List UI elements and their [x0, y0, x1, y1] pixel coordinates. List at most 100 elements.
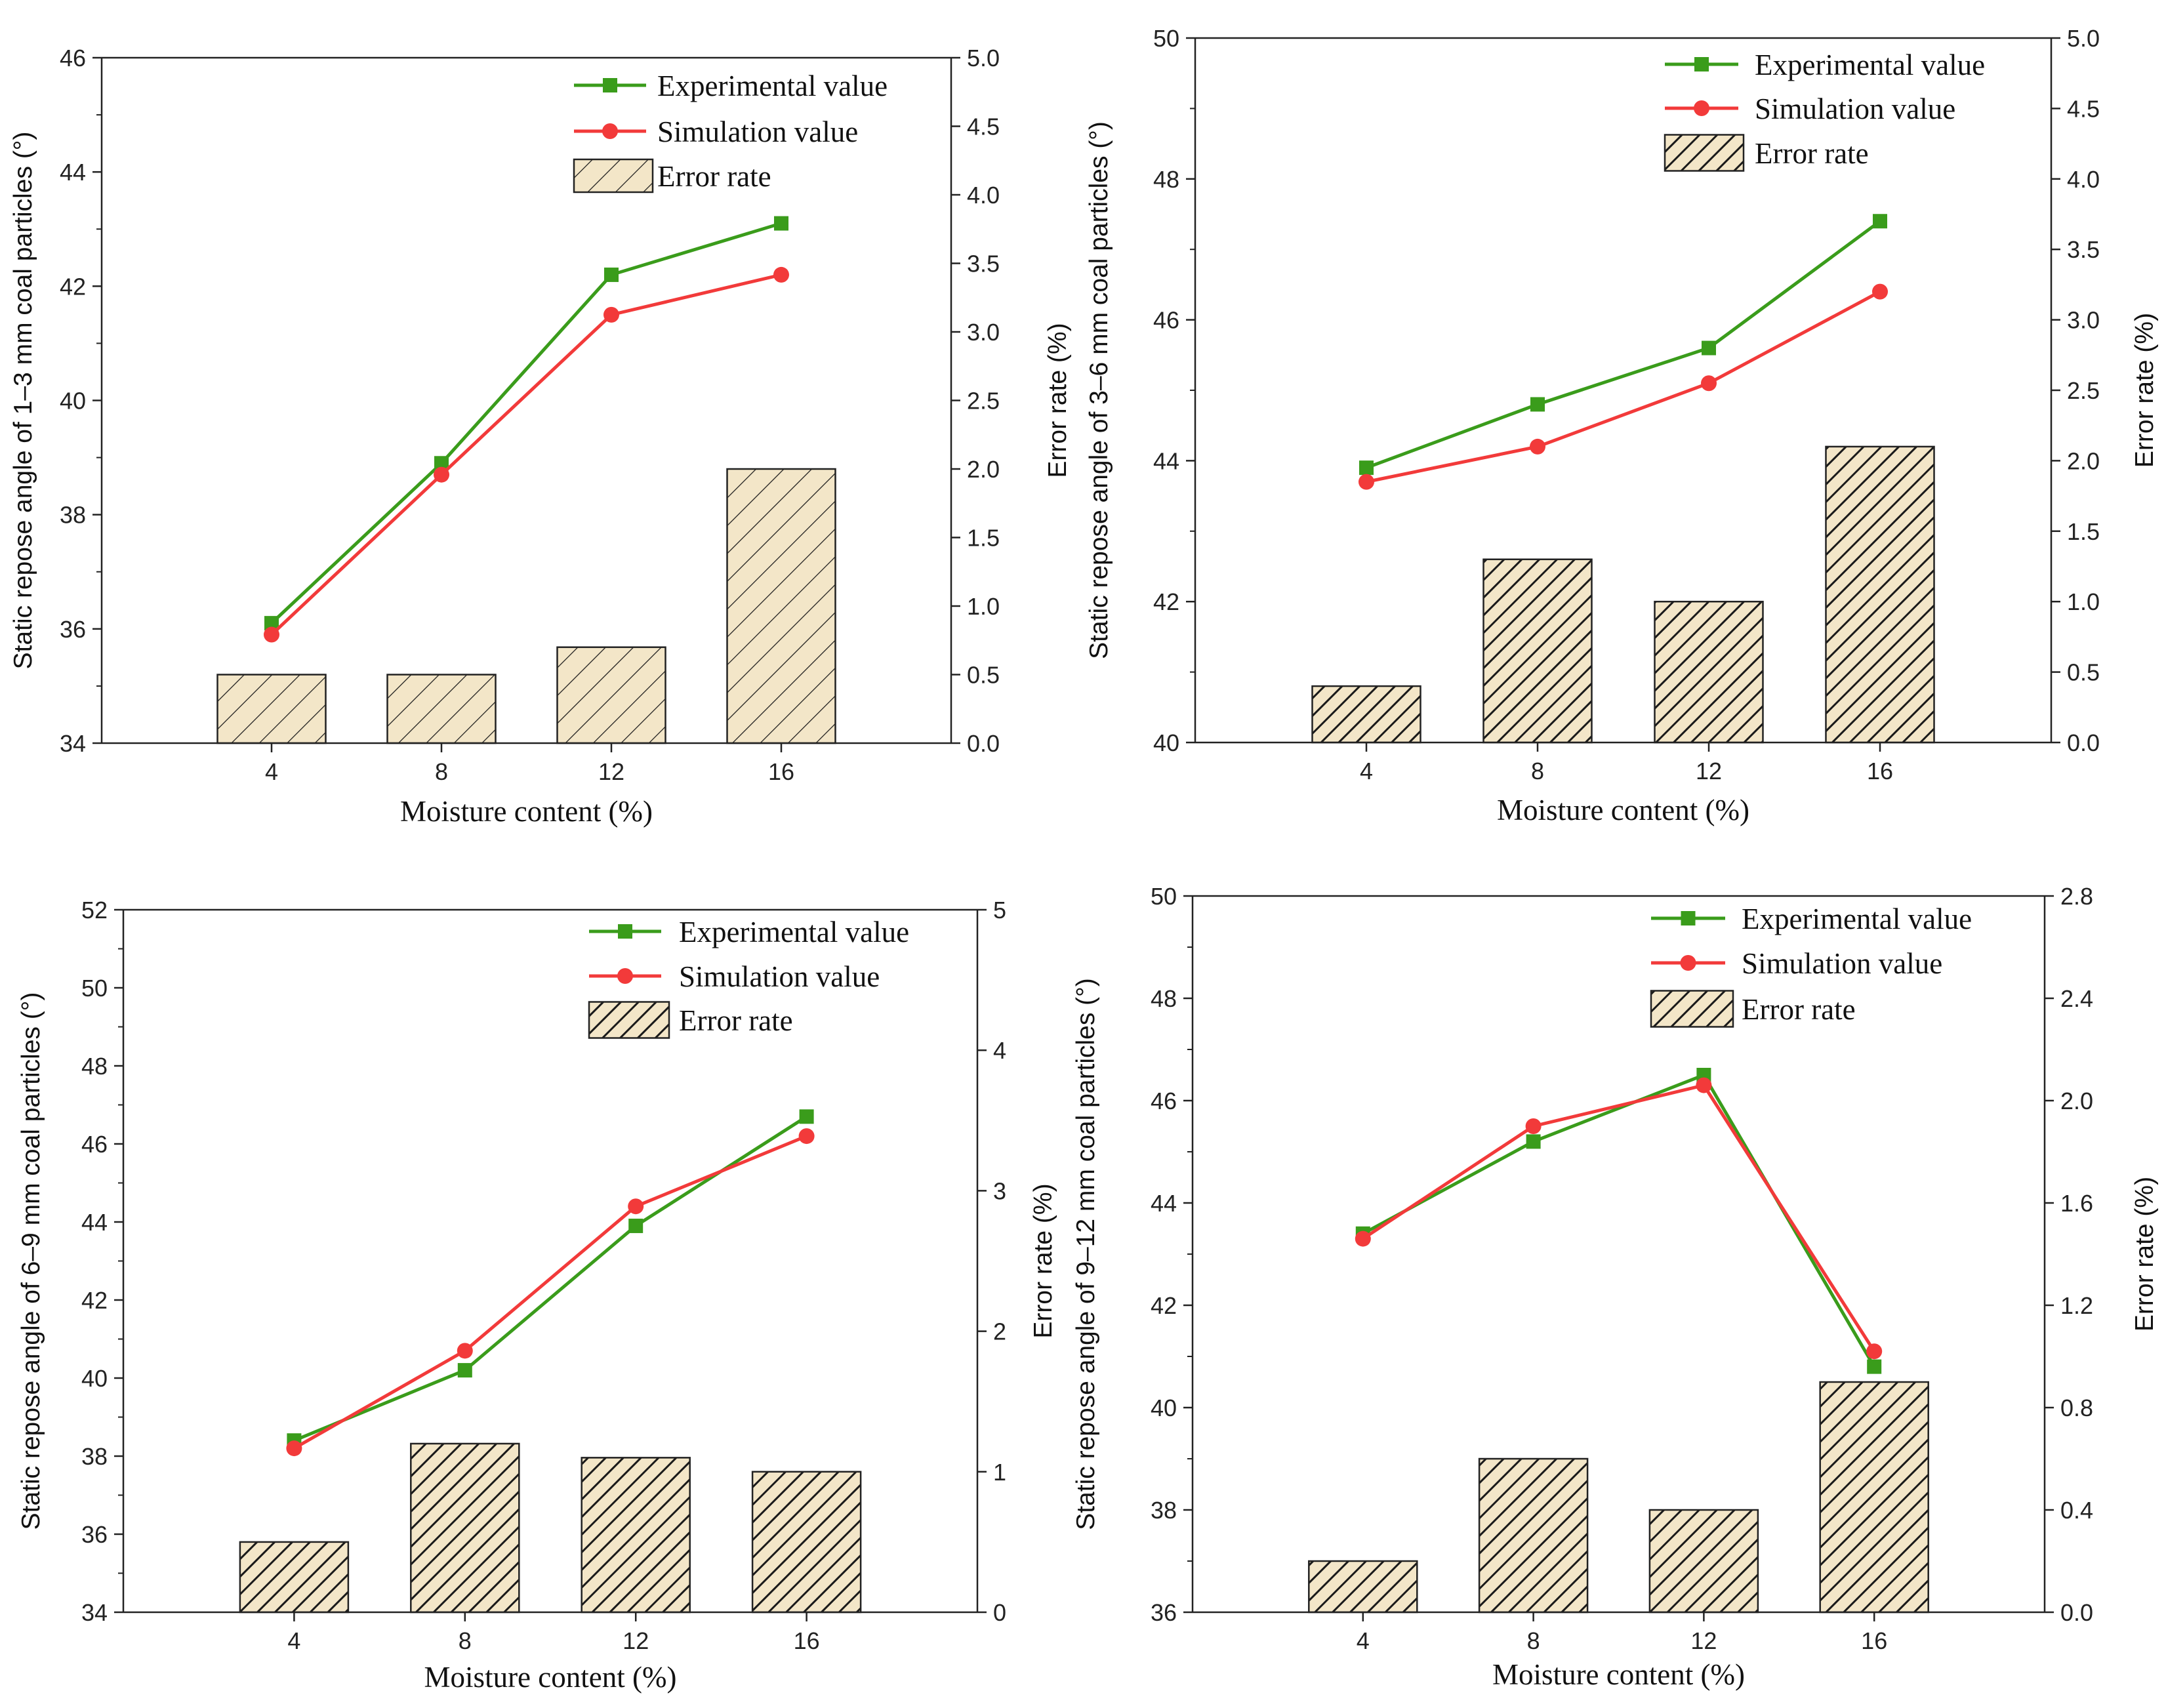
- experimental-value-point: [799, 1109, 814, 1124]
- y-axis-title: Static repose angle of 6–9 mm coal parti…: [17, 992, 45, 1530]
- y-tick-label: 44: [1151, 1190, 1177, 1217]
- error-rate-bar: [1819, 1381, 1929, 1614]
- y-tick-label: 48: [81, 1053, 108, 1080]
- y-tick-label: 44: [81, 1209, 108, 1236]
- y-tick-label: 40: [60, 388, 86, 415]
- error-rate-bar: [1654, 600, 1764, 744]
- legend-label: Error rate: [1742, 993, 1856, 1026]
- y-tick-label: 48: [1153, 166, 1179, 193]
- y-tick-label: 36: [60, 616, 86, 643]
- y2-tick-label: 1.6: [2060, 1190, 2093, 1217]
- x-tick-label: 4: [287, 1627, 300, 1654]
- y-axis-title: Static repose angle of 9–12 mm coal part…: [1072, 978, 1100, 1530]
- y2-tick-label: 2.0: [967, 456, 1000, 483]
- y2-tick-label: 2.4: [2060, 985, 2093, 1012]
- experimental-value-point: [264, 616, 279, 631]
- simulation-value-point: [457, 1343, 473, 1359]
- error-rate-bar: [726, 468, 836, 744]
- x-tick-label: 8: [459, 1627, 472, 1654]
- y2-tick-label: 1: [993, 1459, 1006, 1486]
- y2-tick-label: 0.5: [2067, 659, 2100, 686]
- y2-tick-label: 4.5: [2067, 95, 2100, 122]
- y2-tick-label: 1.2: [2060, 1292, 2093, 1319]
- legend: Experimental value Simulation value Error …: [1650, 903, 1972, 1028]
- x-tick-label: 8: [435, 758, 448, 785]
- y2-tick-label: 2.0: [2067, 447, 2100, 474]
- simulation-value-point: [1866, 1343, 1883, 1360]
- legend-circle-marker: [1680, 955, 1696, 971]
- y-tick-label: 46: [1151, 1088, 1177, 1114]
- y2-tick-label: 3.0: [2067, 307, 2100, 334]
- y-tick-label: 34: [81, 1599, 108, 1626]
- simulation-value-point: [434, 466, 449, 483]
- error-rate-bar: [216, 674, 327, 744]
- y2-axis-title: Error rate (%): [2131, 313, 2159, 468]
- chart-panel-top-left: 34 36 38 40 42 44 46 0.0 0.5 1.0 1.5 2.0 2.5 3.0 3.5 4.…: [9, 45, 1072, 828]
- y-axis-title: Static repose angle of 3–6 mm coal parti…: [1085, 121, 1113, 659]
- legend-label: Experimental value: [1755, 49, 1985, 81]
- y-tick-label: 50: [81, 975, 108, 1002]
- simulation-value-line: [270, 273, 782, 636]
- x-tick-label: 12: [598, 758, 624, 785]
- chart-panel-bottom-right: 36384042444648500.00.40.81.21.62.02.42.8…: [1072, 883, 2159, 1691]
- y-tick-label: 50: [1151, 883, 1177, 910]
- y2-tick-label: 2.0: [2060, 1088, 2093, 1114]
- y2-tick-label: 2.5: [2067, 377, 2100, 404]
- legend-circle-marker: [617, 968, 633, 984]
- y2-tick-label: 1.5: [967, 525, 1000, 552]
- simulation-value-point: [1530, 438, 1545, 455]
- legend-label: Simulation value: [1755, 92, 1955, 125]
- legend-square-marker: [1694, 57, 1709, 71]
- legend-label: Experimental value: [657, 70, 888, 102]
- y2-tick-label: 4.0: [967, 182, 1000, 209]
- error-rate-bar: [556, 646, 666, 744]
- legend: Experimental value Simulation value Error …: [573, 70, 888, 193]
- x-tick-label: 4: [265, 758, 278, 785]
- experimental-value-point: [1867, 1359, 1882, 1374]
- y-tick-label: 42: [60, 273, 86, 300]
- legend-label: Experimental value: [679, 916, 909, 948]
- x-axis-title: Moisture content (%): [424, 1661, 677, 1694]
- y2-tick-label: 3.5: [967, 251, 1000, 277]
- y2-axis-title: Error rate (%): [1044, 323, 1072, 478]
- y2-tick-label: 1.5: [2067, 518, 2100, 545]
- simulation-value-point: [1696, 1077, 1712, 1093]
- experimental-value-line: [1366, 220, 1881, 470]
- y2-tick-label: 2.5: [967, 388, 1000, 415]
- x-tick-label: 16: [794, 1627, 820, 1654]
- y2-tick-label: 2.8: [2060, 883, 2093, 910]
- y2-tick-label: 3.5: [2067, 236, 2100, 263]
- y-tick-label: 44: [60, 159, 86, 186]
- y-tick-label: 46: [81, 1131, 108, 1158]
- y-tick-label: 40: [1153, 729, 1179, 756]
- error-rate-bar: [1478, 1457, 1589, 1614]
- y2-tick-label: 0: [993, 1599, 1006, 1626]
- x-tick-label: 12: [623, 1627, 649, 1654]
- error-rate-bar: [410, 1442, 520, 1614]
- x-axis-title: Moisture content (%): [400, 795, 653, 828]
- y2-tick-label: 0.4: [2060, 1497, 2093, 1524]
- error-rate-bar: [751, 1471, 862, 1614]
- experimental-value-line: [1362, 1072, 1876, 1368]
- simulation-value-line: [1366, 290, 1881, 484]
- y2-axis-title: Error rate (%): [2131, 1177, 2159, 1332]
- y2-tick-label: 1.0: [2067, 588, 2100, 615]
- x-tick-label: 16: [1861, 1627, 1887, 1654]
- legend-bar-swatch: [573, 158, 654, 193]
- y-tick-label: 38: [81, 1443, 108, 1470]
- y2-tick-label: 0.5: [967, 662, 1000, 689]
- experimental-value-point: [434, 456, 449, 471]
- simulation-value-point: [1872, 283, 1888, 300]
- legend-bar-swatch: [1650, 990, 1734, 1028]
- legend-bar-swatch: [1664, 134, 1745, 172]
- experimental-value-point: [1873, 214, 1887, 229]
- y2-tick-label: 3.0: [967, 319, 1000, 346]
- legend-circle-marker: [602, 123, 618, 139]
- simulation-value-point: [286, 1440, 302, 1457]
- error-rate-bar: [1825, 445, 1935, 744]
- error-rate-bar: [239, 1541, 350, 1614]
- y-tick-label: 42: [1151, 1292, 1177, 1319]
- y2-tick-label: 1.0: [967, 593, 1000, 620]
- y2-tick-label: 4: [993, 1037, 1006, 1064]
